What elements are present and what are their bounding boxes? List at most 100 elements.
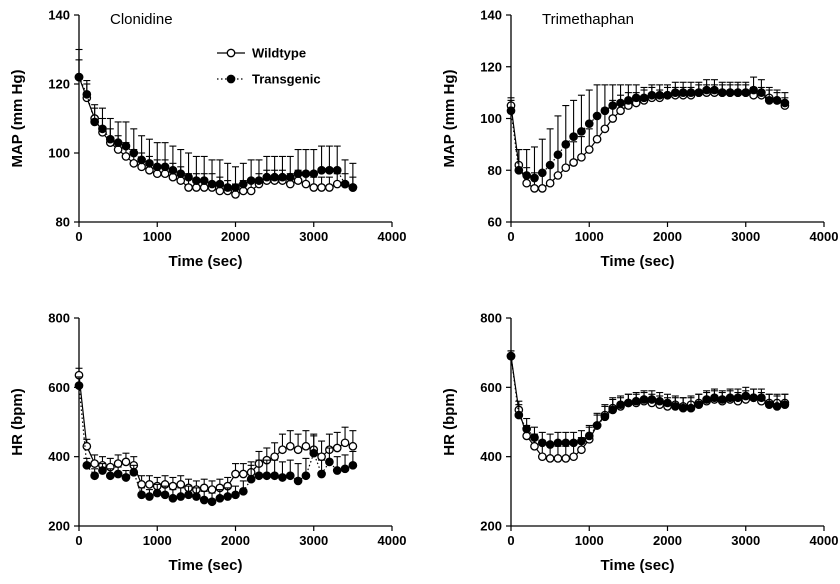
x-tick-label: 3000 <box>731 533 760 548</box>
data-point-transgenic <box>317 469 326 479</box>
legend-marker-transgenic <box>226 74 236 84</box>
data-point-transgenic <box>129 148 139 158</box>
x-tick-label: 1000 <box>575 229 604 244</box>
data-point-transgenic <box>145 492 154 501</box>
y-tick-label: 400 <box>480 449 502 464</box>
x-tick-label: 4000 <box>378 533 407 548</box>
legend-label: Transgenic <box>252 72 321 87</box>
data-point-transgenic <box>749 85 758 95</box>
data-point-transgenic <box>741 391 751 401</box>
data-point-transgenic <box>90 471 100 481</box>
data-point-transgenic <box>655 396 665 406</box>
data-point-wildtype <box>537 184 547 193</box>
data-point-transgenic <box>506 351 516 361</box>
data-point-transgenic <box>686 88 696 97</box>
y-tick-label: 200 <box>480 519 502 534</box>
data-point-transgenic <box>506 106 516 116</box>
x-axis-label: Time (sec) <box>601 557 675 574</box>
data-point-transgenic <box>577 127 586 136</box>
x-tick-label: 0 <box>507 229 514 244</box>
data-point-transgenic <box>561 438 571 448</box>
y-tick-label: 600 <box>48 380 70 395</box>
x-tick-label: 2000 <box>221 533 250 548</box>
data-point-transgenic <box>631 93 641 103</box>
data-point-transgenic <box>137 155 146 165</box>
data-point-transgenic <box>82 90 92 99</box>
data-point-transgenic <box>584 431 594 441</box>
y-tick-label: 140 <box>48 8 70 23</box>
data-point-transgenic <box>733 393 743 403</box>
panel-title: Trimethaphan <box>542 11 634 28</box>
panel-clonidine-map: 0 1000 2000 3000 4000 80 100 120 140 Time (sec) MA… <box>9 8 406 271</box>
data-point-transgenic <box>545 440 555 449</box>
data-point-transgenic <box>246 474 256 484</box>
data-point-transgenic <box>757 88 766 97</box>
data-point-transgenic <box>545 160 555 170</box>
data-point-transgenic <box>113 469 123 479</box>
data-point-wildtype <box>340 438 350 448</box>
data-point-transgenic <box>90 117 100 127</box>
data-point-transgenic <box>223 492 233 501</box>
data-point-wildtype <box>569 452 578 462</box>
data-point-transgenic <box>764 96 774 105</box>
legend: Wildtype Transgenic <box>217 46 321 87</box>
data-point-transgenic <box>340 179 350 189</box>
data-point-transgenic <box>608 405 618 415</box>
data-point-wildtype <box>309 183 319 192</box>
data-point-wildtype <box>348 441 358 451</box>
data-point-transgenic <box>332 466 342 475</box>
data-point-transgenic <box>238 486 248 496</box>
data-point-transgenic <box>309 169 319 179</box>
data-point-transgenic <box>569 438 578 448</box>
data-point-wildtype <box>246 186 256 196</box>
data-point-transgenic <box>74 72 84 82</box>
data-point-transgenic <box>530 173 539 183</box>
data-point-wildtype <box>285 441 295 451</box>
data-point-transgenic <box>663 398 672 408</box>
data-point-wildtype <box>82 441 92 451</box>
data-point-wildtype <box>577 445 586 455</box>
data-point-transgenic <box>270 172 279 182</box>
data-point-transgenic <box>325 165 334 175</box>
data-point-transgenic <box>309 448 319 458</box>
x-tick-label: 4000 <box>378 229 407 244</box>
data-point-wildtype <box>325 183 334 192</box>
data-point-wildtype <box>592 134 602 144</box>
data-point-transgenic <box>246 176 256 185</box>
data-point-wildtype <box>608 114 618 123</box>
data-point-transgenic <box>278 473 287 482</box>
data-point-transgenic <box>780 400 790 410</box>
data-point-transgenic <box>293 476 303 486</box>
data-point-wildtype <box>301 441 311 451</box>
y-tick-label: 400 <box>48 449 70 464</box>
data-point-transgenic <box>207 497 217 507</box>
x-tick-label: 4000 <box>810 229 839 244</box>
data-point-transgenic <box>624 398 633 408</box>
data-point-wildtype <box>121 152 131 161</box>
data-point-transgenic <box>207 179 217 189</box>
data-point-wildtype <box>121 457 131 467</box>
data-point-wildtype <box>569 158 578 167</box>
data-point-transgenic <box>262 172 272 182</box>
data-point-transgenic <box>522 171 532 180</box>
data-point-transgenic <box>160 162 170 172</box>
x-tick-label: 2000 <box>221 229 250 244</box>
data-point-transgenic <box>301 471 311 481</box>
data-point-transgenic <box>152 162 162 172</box>
y-tick-label: 60 <box>488 215 502 230</box>
data-point-transgenic <box>663 90 672 100</box>
y-tick-label: 800 <box>480 311 502 326</box>
data-point-transgenic <box>348 183 358 192</box>
data-point-wildtype <box>317 452 326 462</box>
data-point-transgenic <box>616 400 625 410</box>
data-point-transgenic <box>631 396 641 406</box>
data-point-transgenic <box>584 119 594 129</box>
data-point-wildtype <box>553 171 563 180</box>
data-point-wildtype <box>168 481 178 491</box>
data-point-transgenic <box>121 473 131 482</box>
data-point-transgenic <box>639 395 649 404</box>
data-point-wildtype <box>561 454 571 463</box>
data-point-transgenic <box>678 403 688 413</box>
data-point-transgenic <box>741 88 751 97</box>
y-tick-label: 80 <box>56 215 70 230</box>
